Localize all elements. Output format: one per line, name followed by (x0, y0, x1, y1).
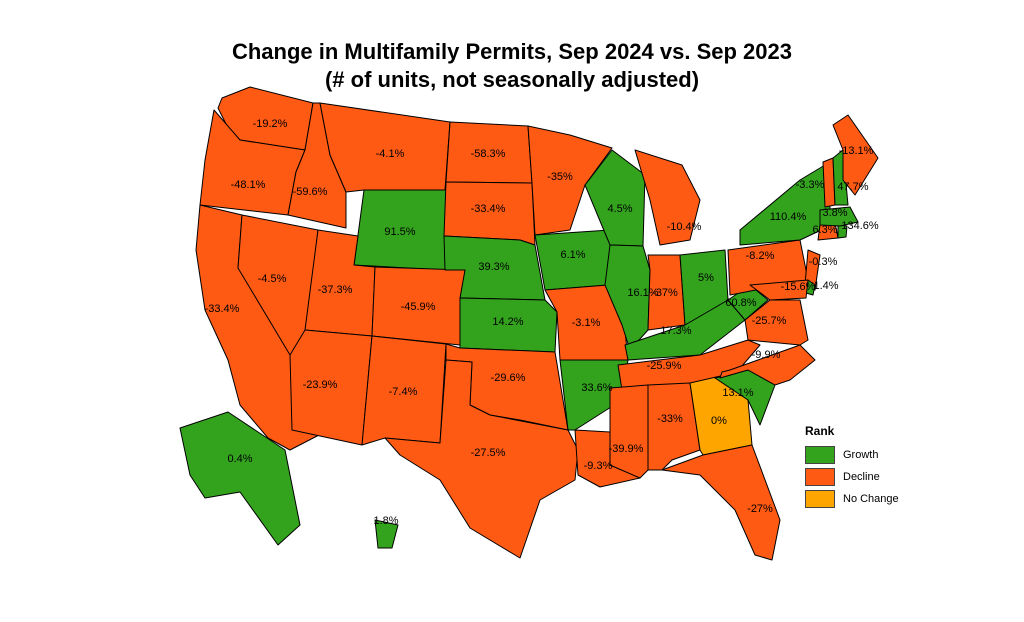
state-ms (609, 384, 649, 479)
map-title: Change in Multifamily Permits, Sep 2024 … (0, 38, 1024, 94)
state-label-mn: -35% (547, 171, 573, 183)
legend-label: Growth (843, 449, 879, 461)
legend-swatch (805, 446, 835, 464)
state-label-hi: 1.8% (373, 515, 398, 527)
state-ar (559, 359, 629, 431)
labels-layer: -19.2% -48.1% -33.4% -59.6% -4.5% -4.1% 91.5% -… (205, 118, 879, 527)
state-label-in: -37% (652, 287, 678, 299)
state-ri (837, 224, 848, 239)
state-label-nm: -7.4% (389, 386, 418, 398)
state-label-il: 16.1% (627, 287, 658, 299)
state-wi (584, 149, 646, 247)
legend-item-no-change: No Change (805, 488, 899, 510)
state-mn (527, 125, 613, 236)
state-label-mi: -10.4% (667, 221, 702, 233)
state-label-ma: 3.8% (822, 207, 847, 219)
state-label-ak: 0.4% (227, 453, 252, 465)
state-label-nd: -58.3% (471, 148, 506, 160)
state-az (289, 329, 373, 446)
state-label-la: -9.3% (584, 460, 613, 472)
state-label-tx: -27.5% (471, 447, 506, 459)
state-label-nh: 47.7% (837, 181, 868, 193)
state-label-ms: -39.9% (609, 443, 644, 455)
state-label-ny: 110.4% (770, 211, 807, 223)
title-line-1: Change in Multifamily Permits, Sep 2024 … (231, 39, 792, 64)
state-label-sd: -33.4% (471, 203, 506, 215)
state-label-mt: -4.1% (376, 148, 405, 160)
state-fl (661, 444, 781, 561)
legend-item-growth: Growth (805, 444, 899, 466)
state-label-id: -59.6% (293, 186, 328, 198)
state-label-co: -45.9% (401, 301, 436, 313)
state-label-vt: -3.3% (796, 179, 825, 191)
state-label-nj: -0.3% (809, 256, 838, 268)
state-tx (384, 359, 579, 559)
state-label-nv: -4.5% (258, 273, 287, 285)
state-label-ga: 0% (711, 415, 727, 427)
title-line-2: (# of units, not seasonally adjusted) (324, 67, 700, 92)
state-label-de: 1.4% (813, 280, 838, 292)
state-in (647, 254, 686, 331)
state-label-ok: -29.6% (491, 372, 526, 384)
state-label-ks: 14.2% (492, 316, 523, 328)
legend-item-decline: Decline (805, 466, 899, 488)
state-label-ky: 17.3% (660, 325, 691, 337)
state-nc (719, 344, 816, 386)
state-label-wy: 91.5% (384, 226, 415, 238)
state-label-or: -48.1% (231, 179, 266, 191)
state-md (749, 279, 809, 301)
state-label-mo: -3.1% (572, 317, 601, 329)
state-label-va: -25.7% (752, 315, 787, 327)
state-label-wv: 60.8% (725, 297, 756, 309)
state-label-tn: -25.9% (647, 360, 682, 372)
state-label-wa: -19.2% (253, 118, 288, 130)
states-layer (179, 86, 879, 561)
state-label-me: -13.1% (839, 145, 874, 157)
state-label-ia: 6.1% (560, 249, 585, 261)
state-ak (179, 411, 301, 546)
state-label-ar: 33.6% (581, 382, 612, 394)
state-label-md: -15.6% (781, 281, 816, 293)
state-label-ut: -37.3% (318, 284, 353, 296)
state-me (832, 114, 879, 196)
state-label-ne: 39.3% (478, 261, 509, 273)
state-label-ca: -33.4% (205, 303, 240, 315)
state-label-sc: 13.1% (722, 387, 753, 399)
legend-swatch (805, 490, 835, 508)
state-hi (374, 519, 399, 549)
legend-swatch (805, 468, 835, 486)
legend-label: Decline (843, 471, 880, 483)
state-label-az: -23.9% (303, 379, 338, 391)
state-label-ri: 134.6% (841, 220, 879, 232)
state-label-fl: -27% (747, 503, 773, 515)
state-ks (459, 297, 558, 353)
state-label-oh: 5% (698, 272, 714, 284)
state-label-wi: 4.5% (607, 203, 632, 215)
legend-label: No Change (843, 493, 899, 505)
state-label-al: -33% (657, 413, 683, 425)
state-label-pa: -8.2% (746, 250, 775, 262)
legend: Rank Growth Decline No Change (805, 424, 899, 510)
legend-title: Rank (805, 424, 835, 438)
state-label-nc: -9.9% (752, 349, 781, 361)
state-mi (634, 149, 701, 246)
state-ma (819, 206, 859, 227)
state-label-ct: 6.3% (812, 224, 837, 236)
